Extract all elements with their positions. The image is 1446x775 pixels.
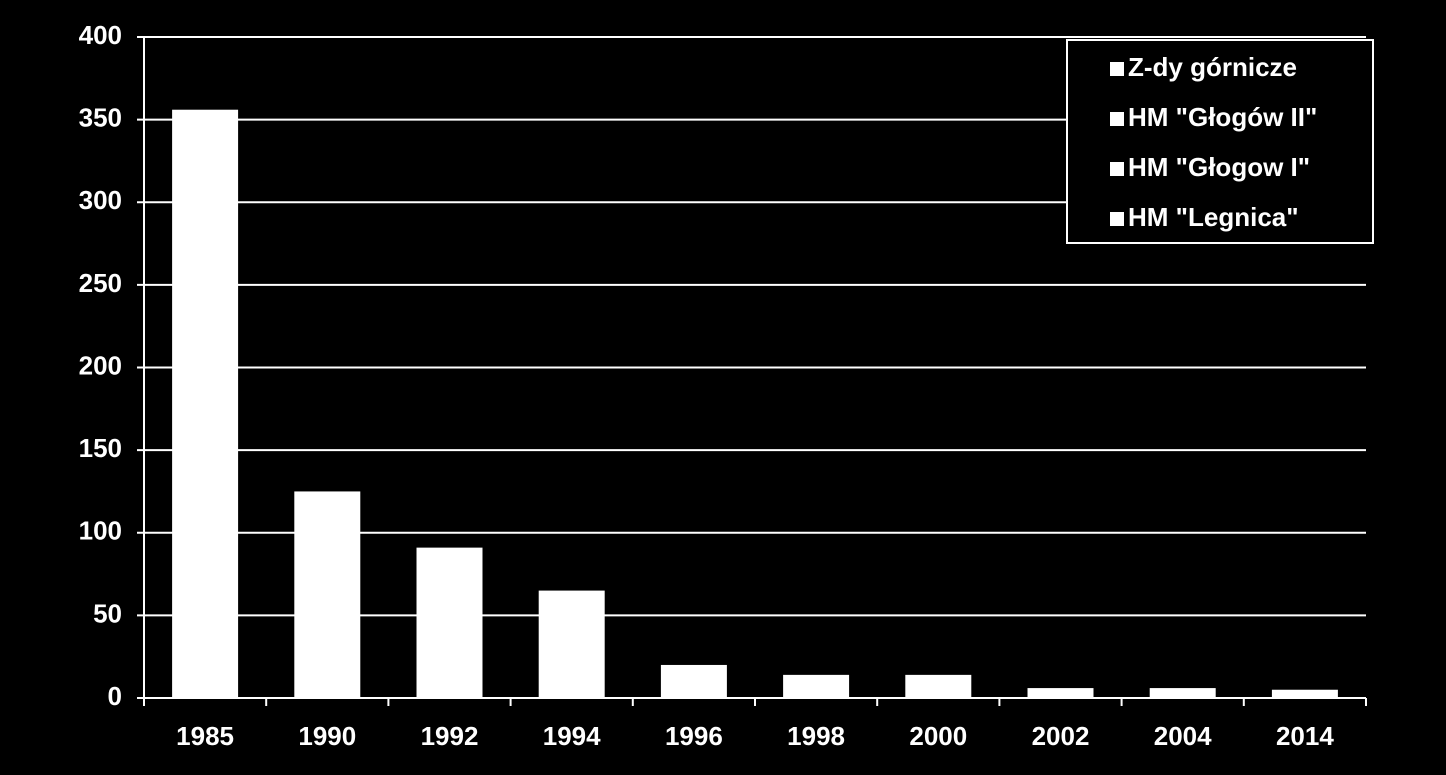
y-tick-label: 200 [79, 350, 122, 380]
bar [783, 674, 850, 698]
y-tick-label: 400 [79, 20, 122, 50]
legend-label: HM "Głogow I" [1128, 152, 1310, 182]
y-tick-label: 50 [93, 598, 122, 628]
y-tick-label: 350 [79, 103, 122, 133]
y-tick-label: 250 [79, 268, 122, 298]
y-tick-label: 0 [108, 681, 122, 711]
y-tick-label: 150 [79, 433, 122, 463]
legend-label: HM "Głogów II" [1128, 102, 1317, 132]
x-tick-label: 2000 [909, 721, 967, 751]
legend-label: Z-dy górnicze [1128, 52, 1297, 82]
legend-label: HM "Legnica" [1128, 202, 1299, 232]
bar [172, 109, 239, 698]
legend-swatch [1110, 162, 1124, 176]
x-tick-label: 1994 [543, 721, 601, 751]
x-tick-label: 1992 [421, 721, 479, 751]
x-tick-label: 1985 [176, 721, 234, 751]
x-tick-label: 2002 [1032, 721, 1090, 751]
legend-swatch [1110, 62, 1124, 76]
bar [660, 664, 727, 698]
y-tick-label: 100 [79, 516, 122, 546]
x-tick-label: 1996 [665, 721, 723, 751]
bar [538, 590, 605, 698]
y-tick-label: 300 [79, 185, 122, 215]
x-tick-label: 1998 [787, 721, 845, 751]
legend-swatch [1110, 112, 1124, 126]
bar [1149, 688, 1216, 698]
bar [416, 547, 483, 698]
bar [294, 491, 361, 698]
legend-swatch [1110, 212, 1124, 226]
bar [905, 674, 972, 698]
bar [1027, 688, 1094, 698]
x-tick-label: 1990 [298, 721, 356, 751]
x-tick-label: 2004 [1154, 721, 1212, 751]
x-tick-label: 2014 [1276, 721, 1334, 751]
bar [1271, 689, 1338, 698]
